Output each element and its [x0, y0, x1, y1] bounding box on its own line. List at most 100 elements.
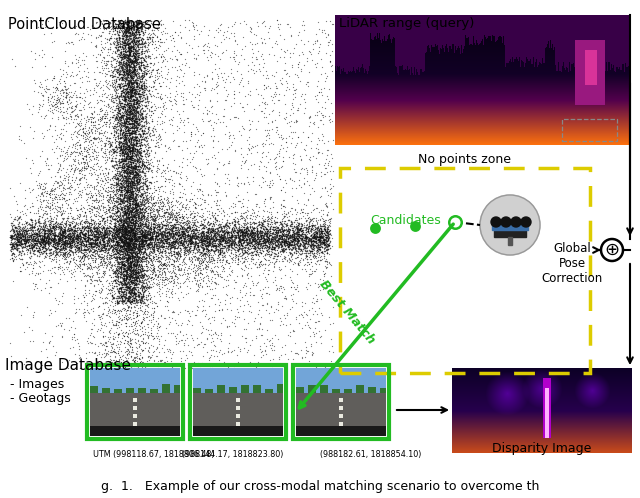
Point [50, 177, 60, 185]
Point [222, 93, 232, 101]
Point [60, 226, 70, 234]
Point [112, 29, 122, 37]
Point [109, 306, 120, 314]
Point [294, 255, 305, 263]
Point [248, 231, 258, 239]
Point [168, 230, 179, 238]
Point [172, 238, 182, 246]
Point [238, 82, 248, 90]
Point [284, 229, 294, 237]
Point [118, 39, 129, 47]
Point [122, 209, 132, 217]
Point [67, 226, 77, 234]
Point [122, 162, 132, 170]
Point [237, 228, 248, 236]
Point [193, 243, 203, 250]
Point [198, 221, 208, 229]
Point [218, 314, 228, 322]
Point [252, 226, 262, 234]
Point [119, 239, 129, 247]
Point [124, 223, 134, 231]
Point [241, 242, 251, 249]
Point [50, 229, 60, 237]
Point [148, 254, 158, 262]
Point [43, 234, 53, 242]
Point [234, 241, 244, 249]
Point [74, 74, 84, 82]
Point [257, 18, 268, 26]
Point [106, 237, 116, 245]
Point [122, 56, 132, 64]
Point [68, 141, 78, 149]
Point [81, 247, 91, 254]
Point [221, 246, 231, 253]
Point [214, 246, 225, 254]
Point [125, 244, 136, 252]
Point [257, 244, 267, 251]
Point [58, 243, 68, 251]
Point [97, 260, 108, 268]
Point [289, 218, 300, 226]
Point [130, 184, 140, 192]
Point [132, 59, 143, 67]
Point [133, 103, 143, 111]
Point [58, 186, 68, 194]
Point [109, 181, 120, 189]
Point [101, 119, 111, 126]
Point [202, 241, 212, 249]
Point [132, 222, 143, 230]
Point [132, 36, 142, 44]
Point [196, 249, 207, 256]
Point [140, 233, 150, 241]
Point [133, 55, 143, 63]
Point [108, 245, 118, 252]
Point [276, 141, 286, 149]
Point [128, 275, 138, 283]
Point [118, 290, 128, 298]
Point [181, 201, 191, 209]
Point [125, 271, 136, 279]
Point [131, 221, 141, 229]
Point [36, 80, 47, 88]
Point [120, 173, 130, 181]
Point [211, 50, 221, 58]
Point [25, 246, 35, 254]
Point [259, 235, 269, 243]
Point [191, 80, 202, 88]
Point [193, 209, 204, 217]
Point [127, 235, 137, 243]
Point [99, 237, 109, 245]
Point [283, 229, 293, 237]
Point [97, 216, 107, 224]
Point [305, 243, 315, 250]
Point [202, 239, 212, 247]
Point [145, 192, 155, 200]
Point [220, 191, 230, 199]
Point [133, 237, 143, 245]
Point [157, 275, 168, 283]
Point [90, 125, 100, 133]
Point [131, 194, 141, 202]
Point [19, 235, 29, 243]
Point [79, 145, 90, 153]
Point [124, 293, 134, 301]
Point [138, 310, 148, 318]
Point [136, 168, 146, 176]
Point [276, 217, 287, 225]
Point [96, 276, 106, 284]
Point [126, 116, 136, 124]
Point [122, 294, 132, 302]
Point [54, 236, 65, 244]
Point [132, 48, 142, 56]
Point [280, 246, 290, 253]
Point [257, 149, 267, 157]
Point [114, 107, 124, 115]
Point [26, 223, 36, 231]
Point [285, 53, 296, 61]
Point [293, 243, 303, 250]
Point [127, 68, 137, 76]
Point [122, 47, 132, 55]
Point [93, 233, 103, 241]
Point [126, 233, 136, 241]
Point [120, 209, 131, 217]
